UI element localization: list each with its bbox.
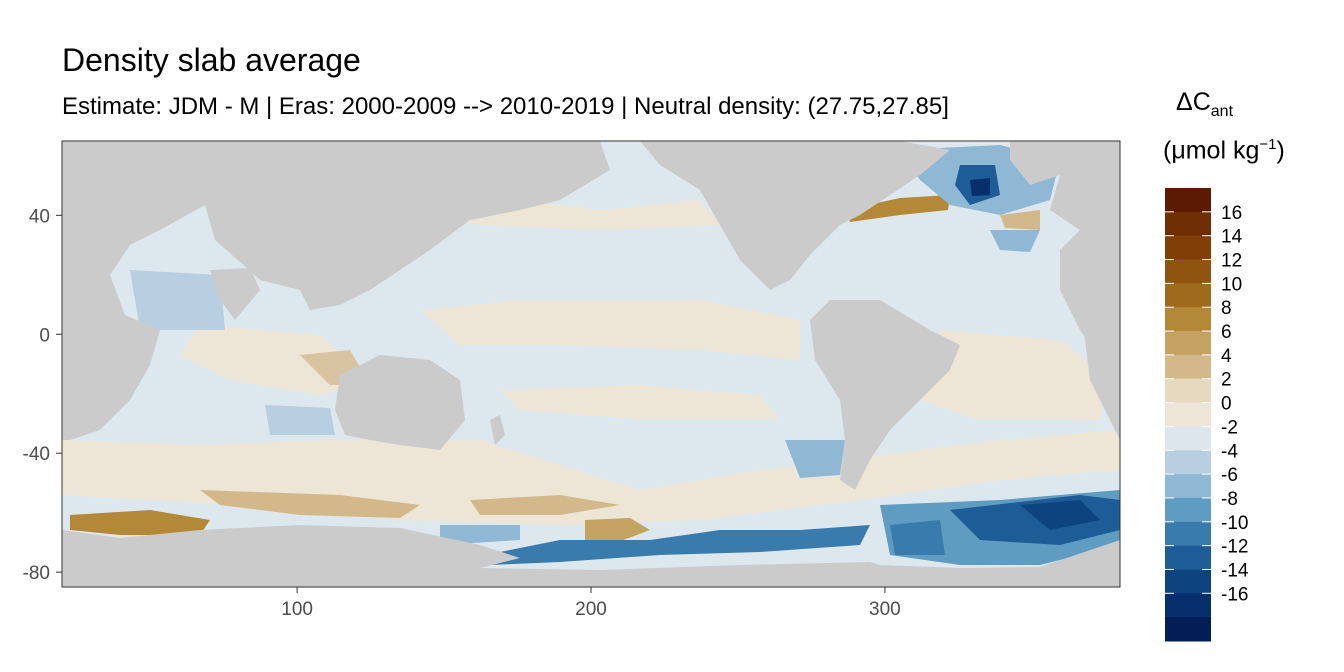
legend-color-step xyxy=(1165,307,1211,332)
legend-label: -6 xyxy=(1221,465,1238,486)
south-pacific-brown xyxy=(585,518,650,545)
legend-color-step xyxy=(1165,259,1211,284)
gulf-stream-tan xyxy=(1000,210,1040,230)
south-atlantic-tan xyxy=(920,330,1110,420)
land xyxy=(62,141,1120,587)
legend-color-step xyxy=(1165,235,1211,261)
legend-label: 4 xyxy=(1221,346,1232,367)
y-axis: 40 0 -40 -80 xyxy=(23,206,62,584)
legend-title-subscript: ant xyxy=(1210,103,1234,120)
antarctica-land xyxy=(62,525,520,587)
gulf-stream-brown xyxy=(845,195,950,222)
southern-indian-brown xyxy=(70,510,210,535)
legend-color-step xyxy=(1165,331,1211,356)
africa-right-land xyxy=(1080,290,1120,440)
legend-label: -10 xyxy=(1221,513,1248,534)
y-tick-label: -80 xyxy=(23,563,50,584)
legend-color-step xyxy=(1165,521,1211,547)
weddell-sea-core xyxy=(1020,500,1100,530)
legend-color-step xyxy=(1165,378,1211,404)
legend-color-step xyxy=(1165,211,1211,237)
legend-label: 8 xyxy=(1221,298,1232,319)
legend-label: -8 xyxy=(1221,489,1238,510)
south-america-land xyxy=(810,300,960,490)
legend-color-step xyxy=(1165,474,1211,499)
x-axis: 100 200 300 xyxy=(281,587,901,620)
north-america-land xyxy=(640,141,950,290)
east-us-blue xyxy=(990,230,1040,252)
legend-label: 2 xyxy=(1221,370,1232,391)
legend-label: -12 xyxy=(1221,537,1248,558)
new-zealand-land xyxy=(490,415,505,445)
legend-color-step xyxy=(1165,402,1211,427)
legend-label: 10 xyxy=(1221,274,1242,295)
australia-land xyxy=(335,355,465,450)
y-tick-label: -40 xyxy=(23,444,50,465)
south-pacific-tan xyxy=(500,385,780,420)
legend-color-step xyxy=(1165,593,1211,618)
legend-color-step xyxy=(1165,188,1211,213)
arabian-sea-light-blue xyxy=(130,270,225,330)
ross-sea-blue xyxy=(485,525,870,565)
legend-unit-close: ) xyxy=(1276,136,1285,165)
legend-color-step xyxy=(1165,354,1211,380)
legend-color-step xyxy=(1165,283,1211,308)
legend-color-step xyxy=(1165,450,1211,475)
equatorial-tan-band xyxy=(420,300,800,360)
southern-indian-light-brown xyxy=(200,490,420,518)
chart-title: Density slab average xyxy=(62,42,361,78)
legend-unit-sup: −1 xyxy=(1259,136,1277,153)
chart-subtitle: Estimate: JDM - M | Eras: 2000-2009 --> … xyxy=(62,93,949,120)
x-tick-label: 100 xyxy=(281,599,313,620)
eurasia-land xyxy=(200,141,610,310)
legend-label: -14 xyxy=(1221,560,1249,581)
legend-color-step xyxy=(1165,497,1211,523)
ross-sea-light-blue xyxy=(440,525,520,545)
legend-label: 6 xyxy=(1221,322,1232,343)
legend-color-step xyxy=(1165,569,1211,594)
india-land xyxy=(210,268,260,320)
legend-unit-open: (μmol kg xyxy=(1163,136,1260,165)
legend-title: ΔCant xyxy=(1176,88,1233,121)
legend-label: -4 xyxy=(1221,441,1238,462)
map-panel xyxy=(62,141,1120,587)
legend-color-step xyxy=(1165,617,1211,642)
weddell-blue-east xyxy=(890,520,945,555)
legend-unit: (μmol kg−1) xyxy=(1163,136,1285,165)
africa-land xyxy=(62,141,220,440)
legend-label: 14 xyxy=(1221,227,1243,248)
legend-color-step xyxy=(1165,545,1211,570)
legend-label: -16 xyxy=(1221,584,1248,605)
x-tick-label: 200 xyxy=(575,599,607,620)
chile-blue xyxy=(785,440,845,478)
antarctica-land-east xyxy=(480,540,1120,587)
legend-label: 0 xyxy=(1221,394,1232,415)
y-tick-label: 0 xyxy=(39,325,50,346)
y-tick-label: 40 xyxy=(29,206,50,227)
north-atlantic-core xyxy=(970,178,990,196)
south-pacific-light-brown xyxy=(470,495,620,515)
legend-label: 16 xyxy=(1221,203,1242,224)
west-australia-blue xyxy=(265,405,335,435)
legend-color-step xyxy=(1165,426,1211,451)
legend-label: -2 xyxy=(1221,417,1238,438)
legend-title-main: ΔC xyxy=(1176,88,1211,116)
x-tick-label: 300 xyxy=(869,599,901,620)
legend-label: 12 xyxy=(1221,251,1242,272)
